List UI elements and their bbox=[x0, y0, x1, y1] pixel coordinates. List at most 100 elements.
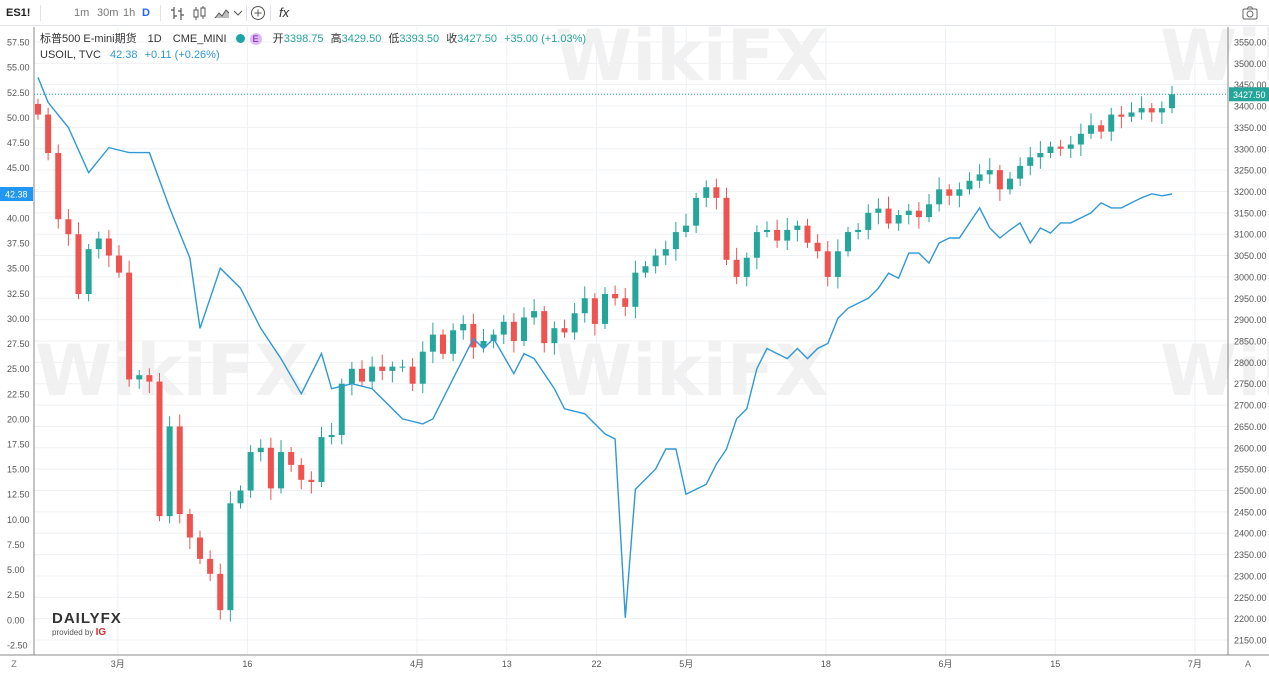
candle-body bbox=[1098, 125, 1105, 132]
candle-body bbox=[65, 219, 72, 235]
candle-body bbox=[227, 503, 234, 611]
candle-body bbox=[419, 351, 426, 384]
right-axis-tick: 3550.00 bbox=[1234, 37, 1267, 47]
candle-body bbox=[885, 208, 892, 224]
right-axis-tick: 3050.00 bbox=[1234, 251, 1267, 261]
usoil-value-badge-label: 42.38 bbox=[5, 189, 28, 199]
candle-body bbox=[156, 381, 163, 517]
right-axis-tick: 2250.00 bbox=[1234, 593, 1267, 603]
candle-body bbox=[288, 452, 295, 465]
left-axis-tick: 27.50 bbox=[7, 339, 30, 349]
grid-lines bbox=[34, 27, 1228, 655]
candle-body bbox=[925, 204, 933, 218]
x-axis-tick: 5月 bbox=[679, 659, 693, 669]
candle-body bbox=[470, 323, 477, 348]
candle-body bbox=[520, 317, 528, 341]
candle-body bbox=[855, 229, 862, 233]
camera-icon[interactable] bbox=[1241, 4, 1259, 22]
candle-body bbox=[996, 170, 1003, 190]
candle-body bbox=[308, 479, 315, 482]
main-series-legend[interactable]: 标普500 E-mini期货 1D CME_MINI E 开3398.75 高3… bbox=[40, 32, 590, 48]
watermark-text: WikiFX bbox=[1160, 330, 1269, 412]
right-axis-tick: 2450.00 bbox=[1234, 507, 1267, 517]
candle-body bbox=[1118, 114, 1125, 117]
symbol-search[interactable]: ES1! bbox=[6, 7, 31, 19]
open-label: 开 bbox=[272, 33, 284, 45]
right-axis-tick: 2750.00 bbox=[1234, 379, 1267, 389]
right-axis-tick: 2200.00 bbox=[1234, 614, 1267, 624]
main-series-exchange: CME_MINI bbox=[172, 33, 227, 45]
candle-body bbox=[652, 255, 659, 267]
candle-body bbox=[612, 294, 619, 299]
x-axis-tick: 15 bbox=[1050, 659, 1060, 669]
interval-30m[interactable]: 30m bbox=[97, 7, 119, 19]
x-axis-tick: 7月 bbox=[1188, 659, 1202, 669]
bar-style-icon[interactable] bbox=[170, 5, 186, 21]
usoil-value: 42.38 bbox=[110, 49, 138, 61]
right-axis-tick: 2500.00 bbox=[1234, 486, 1267, 496]
right-axis-tick: 2950.00 bbox=[1234, 294, 1267, 304]
candle-body bbox=[348, 368, 355, 384]
interval-1h[interactable]: 1h bbox=[123, 7, 136, 19]
left-axis-tick: 40.00 bbox=[7, 213, 30, 223]
candle-body bbox=[601, 294, 609, 324]
left-axis-tick: 20.00 bbox=[7, 414, 30, 424]
candle-body bbox=[966, 180, 973, 190]
candle-body bbox=[358, 368, 366, 382]
usoil-line bbox=[37, 76, 1173, 618]
area-style-icon[interactable] bbox=[214, 5, 230, 21]
candle-body bbox=[1017, 165, 1024, 179]
candle-body bbox=[105, 238, 112, 256]
right-axis-tick: 2800.00 bbox=[1234, 358, 1267, 368]
left-axis-tick: 10.00 bbox=[7, 515, 30, 525]
candle-body bbox=[439, 334, 447, 354]
right-axis-tick: 2700.00 bbox=[1234, 401, 1267, 411]
candle-body bbox=[531, 311, 538, 318]
es-candles bbox=[34, 85, 1176, 622]
candle-body bbox=[834, 251, 841, 277]
candle-body bbox=[895, 214, 902, 224]
candle-body bbox=[551, 328, 558, 344]
right-axis-tick: 2600.00 bbox=[1234, 443, 1267, 453]
right-axis-tick: 2400.00 bbox=[1234, 529, 1267, 539]
candle-style-icon[interactable] bbox=[192, 5, 208, 21]
right-axis-tick: 2150.00 bbox=[1234, 636, 1267, 646]
candle-body bbox=[1108, 114, 1115, 132]
candle-body bbox=[713, 187, 720, 198]
candle-body bbox=[1128, 112, 1135, 117]
candle-body bbox=[743, 257, 750, 277]
provided-by: provided by IG bbox=[52, 627, 122, 638]
right-axis-tick: 3500.00 bbox=[1234, 59, 1267, 69]
left-axis-tick: 55.00 bbox=[7, 63, 30, 73]
candle-body bbox=[34, 103, 42, 115]
dailyfx-wordmark: DAILYFX bbox=[52, 610, 122, 627]
left-axis-tick: -2.50 bbox=[7, 640, 28, 650]
corner-right-label: A bbox=[1245, 659, 1251, 669]
interval-1m[interactable]: 1m bbox=[74, 7, 90, 19]
candle-body bbox=[1168, 94, 1176, 109]
candle-body bbox=[217, 573, 224, 611]
candle-body bbox=[784, 229, 791, 241]
left-axis-tick: 50.00 bbox=[7, 113, 30, 123]
x-axis-tick: 16 bbox=[242, 659, 252, 669]
watermark-text: WikiFX bbox=[1160, 15, 1269, 97]
indicators-fx-icon[interactable]: fx bbox=[279, 5, 290, 20]
candle-body bbox=[794, 225, 801, 230]
axes: 3550.00 3500.00 3450.00 3400.00 3350.00 3300.… bbox=[0, 27, 1269, 669]
candle-body bbox=[1077, 133, 1084, 145]
interval-1d[interactable]: D bbox=[142, 7, 150, 19]
candle-body bbox=[1067, 144, 1074, 149]
add-compare-icon[interactable] bbox=[250, 5, 266, 21]
usoil-change: +0.11 (+0.26%) bbox=[144, 49, 220, 61]
candle-body bbox=[126, 272, 133, 380]
left-axis-tick: 35.00 bbox=[7, 264, 30, 274]
right-axis-tick: 3450.00 bbox=[1234, 80, 1267, 90]
usoil-legend[interactable]: USOIL, TVC 42.38 +0.11 (+0.26%) bbox=[40, 48, 590, 64]
x-axis-tick: 13 bbox=[502, 659, 512, 669]
x-axis-tick: 3月 bbox=[111, 659, 125, 669]
left-axis-tick: 7.50 bbox=[7, 540, 25, 550]
chevron-down-icon[interactable] bbox=[233, 8, 243, 18]
left-axis-tick: 0.00 bbox=[7, 615, 25, 625]
corner-left-label: Z bbox=[11, 659, 17, 669]
